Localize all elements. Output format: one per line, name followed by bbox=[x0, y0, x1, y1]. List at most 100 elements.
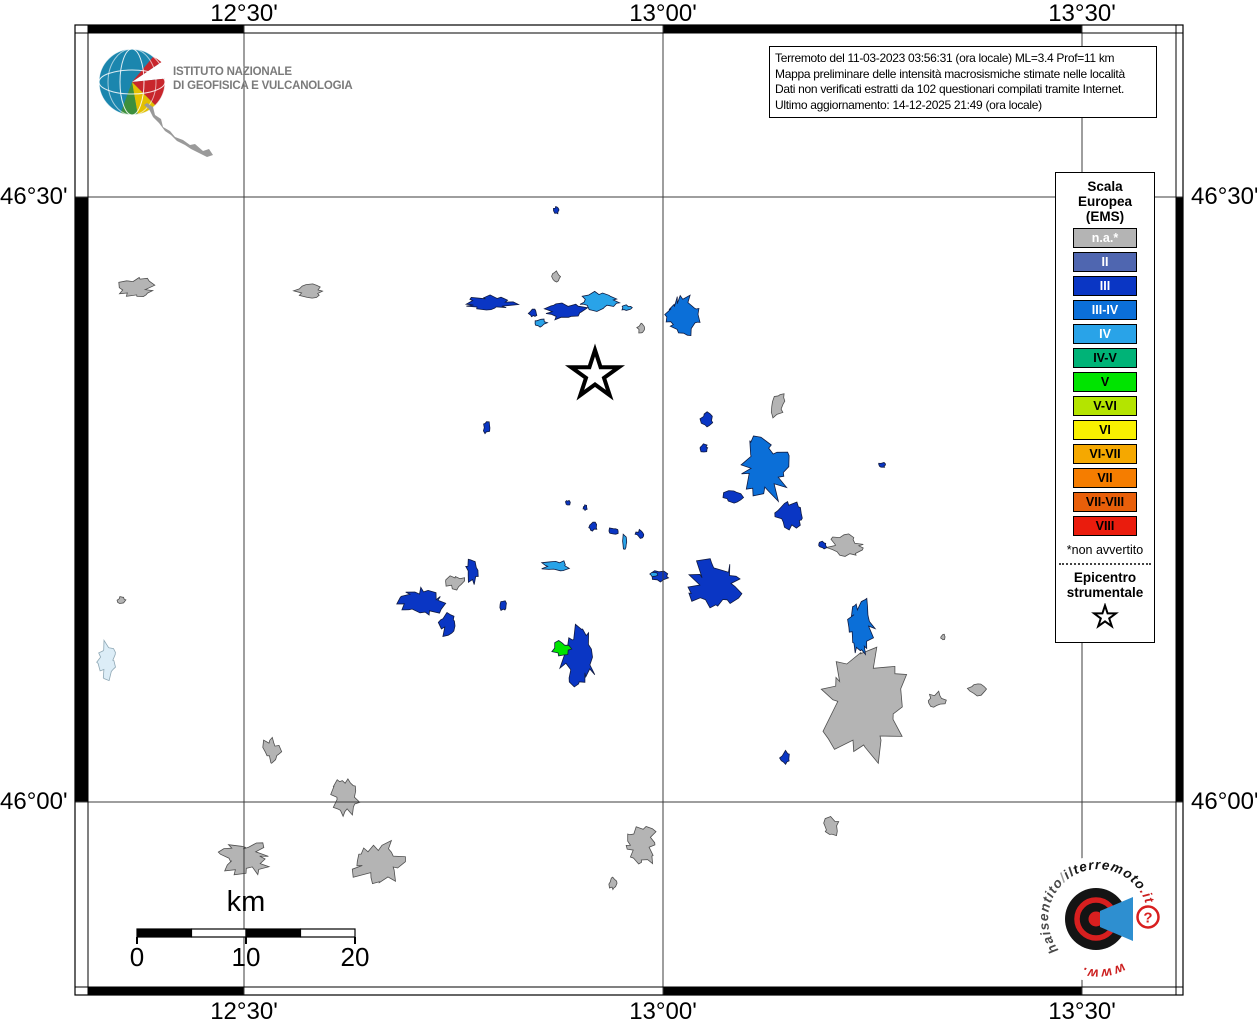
locality-polygon-n.a. bbox=[608, 876, 618, 891]
locality-polygon-III bbox=[878, 462, 886, 468]
legend-title-line1: Scala bbox=[1087, 179, 1123, 194]
tick-right-0: 46°30' bbox=[1191, 183, 1257, 210]
locality-polygon-III bbox=[722, 490, 745, 504]
legend-epicenter-line1: Epicentro bbox=[1073, 570, 1137, 585]
locality-polygon-IV bbox=[621, 304, 633, 311]
locality-polygon-n.a. bbox=[116, 596, 127, 604]
tick-right-1: 46°00' bbox=[1191, 788, 1257, 815]
locality-polygon-III bbox=[482, 421, 491, 435]
ingv-name-line1: ISTITUTO NAZIONALE bbox=[173, 66, 292, 78]
legend-swatch-III: III bbox=[1073, 276, 1137, 296]
locality-polygon-n.a. bbox=[551, 270, 562, 283]
scalebar-segment bbox=[190, 928, 247, 938]
legend-title-line3: (EMS) bbox=[1085, 209, 1125, 224]
locality-polygon-III bbox=[527, 308, 538, 318]
locality-polygon-n.a. bbox=[966, 683, 988, 697]
locality-polygon-III bbox=[396, 586, 447, 616]
locality-polygon-III bbox=[553, 205, 560, 215]
legend-swatch-na: n.a.* bbox=[1073, 228, 1137, 248]
locality-polygon-III bbox=[465, 558, 479, 585]
locality-polygon-n.a. bbox=[118, 276, 156, 298]
legend-footnote: *non avvertito bbox=[1066, 543, 1144, 557]
locality-polygon-n.a. bbox=[820, 646, 908, 765]
scalebar-unit-label: km bbox=[226, 886, 266, 918]
haisentitoilterremoto-logo: haisentito/ilterremoto.it www. ? bbox=[1035, 856, 1161, 982]
earthquake-info-box: Terremoto del 11-03-2023 03:56:31 (ora l… bbox=[769, 46, 1157, 118]
locality-polygon-IV bbox=[534, 318, 549, 328]
tick-top-1: 13°00' bbox=[629, 0, 697, 27]
ingv-globe-icon bbox=[98, 48, 213, 157]
locality-polygon-n.a. bbox=[445, 575, 465, 591]
epicenter-star-icon bbox=[1091, 602, 1119, 629]
map-features bbox=[96, 205, 988, 891]
scalebar-segment bbox=[136, 928, 193, 938]
locality-polygon-III bbox=[559, 623, 596, 688]
tick-left-0: 46°30' bbox=[0, 183, 68, 210]
scalebar-segment bbox=[299, 928, 356, 938]
map-marks bbox=[136, 343, 626, 944]
tick-left-1: 46°00' bbox=[0, 788, 68, 815]
scalebar-segment bbox=[245, 928, 302, 938]
info-line-event: Terremoto del 11-03-2023 03:56:31 (ora l… bbox=[775, 51, 1115, 65]
locality-polygon-III bbox=[779, 749, 790, 765]
legend-swatch-V-VI: V-VI bbox=[1073, 396, 1137, 416]
tick-bottom-1: 13°00' bbox=[629, 998, 697, 1025]
locality-polygon-n.a. bbox=[292, 283, 324, 299]
legend-title-line2: Europea bbox=[1077, 194, 1132, 209]
epicenter-star-marker bbox=[564, 343, 626, 401]
frame-bands bbox=[74, 24, 1184, 996]
legend-divider bbox=[1059, 563, 1151, 565]
locality-polygon-IV bbox=[579, 290, 621, 312]
locality-polygon-n.a. bbox=[625, 826, 657, 865]
italy-silhouette bbox=[144, 103, 213, 157]
legend-entries: n.a.* II III III-IV IV IV-V V V-VI VI VI-VII VII VI… bbox=[1056, 228, 1154, 536]
locality-polygon-IV bbox=[649, 572, 659, 578]
wm-question-mark: ? bbox=[1143, 910, 1152, 927]
locality-polygon-n.a. bbox=[330, 778, 361, 818]
locality-polygon-III bbox=[634, 528, 645, 539]
info-line-map-type: Mappa preliminare delle intensità macros… bbox=[775, 66, 1125, 81]
locality-polygon-III-IV bbox=[664, 294, 701, 337]
legend-swatch-VIII: VIII bbox=[1073, 516, 1137, 536]
legend-swatch-IV: IV bbox=[1073, 324, 1137, 344]
locality-polygon-III bbox=[437, 611, 456, 638]
tick-top-2: 13°30' bbox=[1048, 0, 1116, 27]
locality-polygon-n.a. bbox=[636, 322, 646, 334]
locality-polygon-n.a. bbox=[940, 633, 946, 641]
locality-polygon-III bbox=[464, 294, 520, 311]
legend-swatch-VI-VII: VI-VII bbox=[1073, 444, 1137, 464]
scalebar-tick-0: 0 bbox=[129, 942, 145, 972]
locality-polygon-III bbox=[687, 558, 743, 609]
locality-polygon-V bbox=[551, 640, 573, 657]
locality-polygon-III bbox=[699, 443, 709, 453]
locality-polygon-lake bbox=[96, 638, 116, 682]
locality-polygon-n.a. bbox=[770, 393, 786, 419]
info-line-questionnaires: Dati non verificati estratti da 102 ques… bbox=[775, 82, 1125, 96]
legend-swatch-III-IV: III-IV bbox=[1073, 300, 1137, 320]
legend-epicenter-line2: strumentale bbox=[1066, 585, 1144, 600]
wm-speaker-cone bbox=[1100, 897, 1133, 941]
locality-polygon-III bbox=[588, 521, 598, 532]
ems-scale-legend: Scala Europea (EMS) n.a.* II III III-IV IV IV… bbox=[1055, 172, 1155, 643]
locality-polygon-n.a. bbox=[927, 690, 947, 708]
locality-polygon-III bbox=[608, 527, 619, 535]
locality-polygon-III bbox=[699, 411, 714, 428]
locality-polygon-III-IV bbox=[847, 597, 877, 656]
legend-swatch-VII-VIII: VII-VIII bbox=[1073, 492, 1137, 512]
locality-polygon-n.a. bbox=[351, 839, 406, 885]
locality-polygon-III bbox=[582, 504, 588, 512]
tick-bottom-2: 13°30' bbox=[1048, 998, 1116, 1025]
legend-swatch-V: V bbox=[1073, 372, 1137, 392]
legend-swatch-II: II bbox=[1073, 252, 1137, 272]
legend-swatch-VII: VII bbox=[1073, 468, 1137, 488]
locality-polygon-III-IV bbox=[740, 435, 790, 503]
legend-swatch-IV-V: IV-V bbox=[1073, 348, 1137, 368]
locality-polygon-n.a. bbox=[824, 533, 864, 557]
locality-polygon-n.a. bbox=[823, 816, 840, 837]
ingv-name-line2: DI GEOFISICA E VULCANOLOGIA bbox=[173, 80, 353, 92]
scalebar-tick-20: 20 bbox=[340, 942, 370, 972]
locality-polygon-n.a. bbox=[262, 736, 283, 764]
scalebar-tick-10: 10 bbox=[231, 942, 261, 972]
